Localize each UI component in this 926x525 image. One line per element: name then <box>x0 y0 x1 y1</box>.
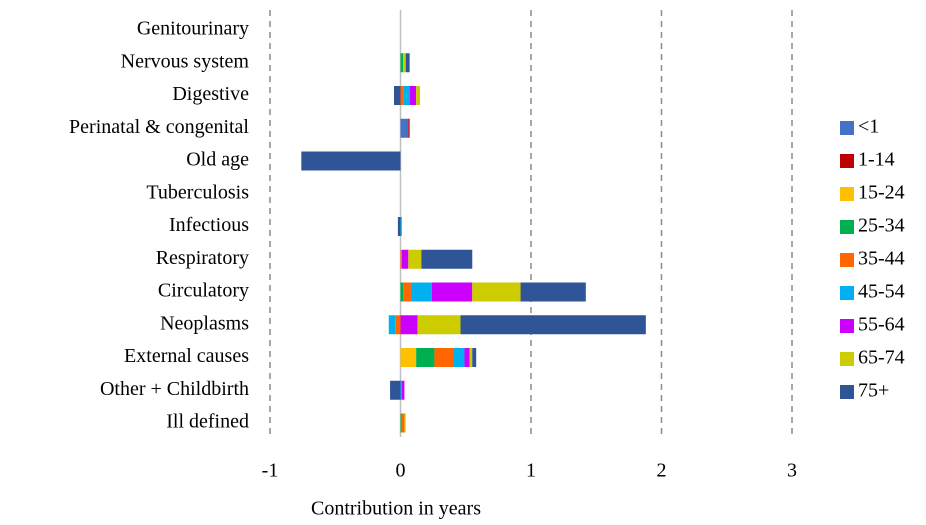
legend-swatch <box>840 220 854 234</box>
y-tick-label: Circulatory <box>158 280 249 302</box>
bar-segment <box>403 86 410 105</box>
bar-segment <box>469 348 473 367</box>
bar-segment <box>397 217 401 236</box>
y-tick-label: Infectious <box>169 214 249 236</box>
y-tick-label: Digestive <box>172 83 249 105</box>
x-tick-label: 0 <box>396 460 406 482</box>
legend-label: 75+ <box>858 380 889 402</box>
legend-swatch <box>840 352 854 366</box>
legend-swatch <box>840 385 854 399</box>
bar-segment <box>400 53 404 73</box>
y-tick-label: External causes <box>124 345 249 367</box>
legend-swatch <box>840 121 854 135</box>
bar-segment <box>472 282 521 302</box>
bar-segment <box>400 282 404 302</box>
legend-label: 65-74 <box>858 347 905 369</box>
bar-segment <box>460 315 646 335</box>
legend-label: 15-24 <box>858 182 905 204</box>
bar-segment <box>400 413 402 433</box>
y-tick-label: Old age <box>186 149 249 171</box>
bar-segment <box>416 86 421 105</box>
bar-segment <box>434 348 455 367</box>
bar-segment <box>401 413 405 433</box>
bar-segment <box>464 348 470 367</box>
legend-swatch <box>840 154 854 168</box>
legend-label: 45-54 <box>858 281 905 303</box>
x-tick-label: 2 <box>657 460 667 482</box>
bar-segment <box>395 315 401 335</box>
bar-segment <box>431 282 473 302</box>
bar-segment <box>410 282 432 302</box>
y-tick-label: Nervous system <box>121 50 250 72</box>
y-tick-label: Tuberculosis <box>146 181 249 203</box>
bar-segment <box>404 413 406 433</box>
y-tick-label: Other + Childbirth <box>100 378 249 400</box>
bar-segment <box>417 315 461 335</box>
legend-label: 55-64 <box>858 314 905 336</box>
bar-segment <box>301 151 401 171</box>
bar-segment <box>454 348 465 367</box>
bar-segment <box>416 348 435 367</box>
x-axis-title: Contribution in years <box>311 498 481 520</box>
y-tick-label: Genitourinary <box>137 18 249 40</box>
bar-segment <box>393 86 401 105</box>
bar-segment <box>400 348 417 367</box>
bar-segment <box>401 380 405 400</box>
bar-segment <box>403 53 406 73</box>
bar-segment <box>400 118 409 138</box>
y-tick-label: Ill defined <box>166 411 249 433</box>
legend-label: 35-44 <box>858 248 905 270</box>
bar-segment <box>408 249 422 269</box>
legend-label: 25-34 <box>858 215 905 237</box>
bar-segment <box>405 53 410 73</box>
bar-segment <box>400 249 402 269</box>
legend-swatch <box>840 187 854 201</box>
bar-segment <box>421 249 473 269</box>
bar-segment <box>472 348 477 367</box>
bar-segment <box>409 86 417 105</box>
bar-segment <box>388 315 396 335</box>
bar-segment <box>520 282 586 302</box>
y-tick-label: Respiratory <box>156 247 249 269</box>
legend-swatch <box>840 319 854 333</box>
bar-segment <box>400 217 402 236</box>
x-tick-label: 1 <box>526 460 536 482</box>
y-tick-label: Neoplasms <box>160 312 249 334</box>
x-tick-label: 3 <box>787 460 797 482</box>
legend-swatch <box>840 253 854 267</box>
bar-segment <box>403 282 411 302</box>
legend-label: 1-14 <box>858 149 895 171</box>
bar-segment <box>390 380 401 400</box>
x-tick-label: -1 <box>262 460 279 482</box>
bar-segment <box>400 86 404 105</box>
bar-segment <box>400 380 402 400</box>
legend-label: <1 <box>858 116 879 138</box>
bar-segment <box>401 249 409 269</box>
bar-segment <box>408 118 410 138</box>
bar-segment <box>400 315 418 335</box>
y-tick-label: Perinatal & congenital <box>69 116 249 138</box>
legend-swatch <box>840 286 854 300</box>
